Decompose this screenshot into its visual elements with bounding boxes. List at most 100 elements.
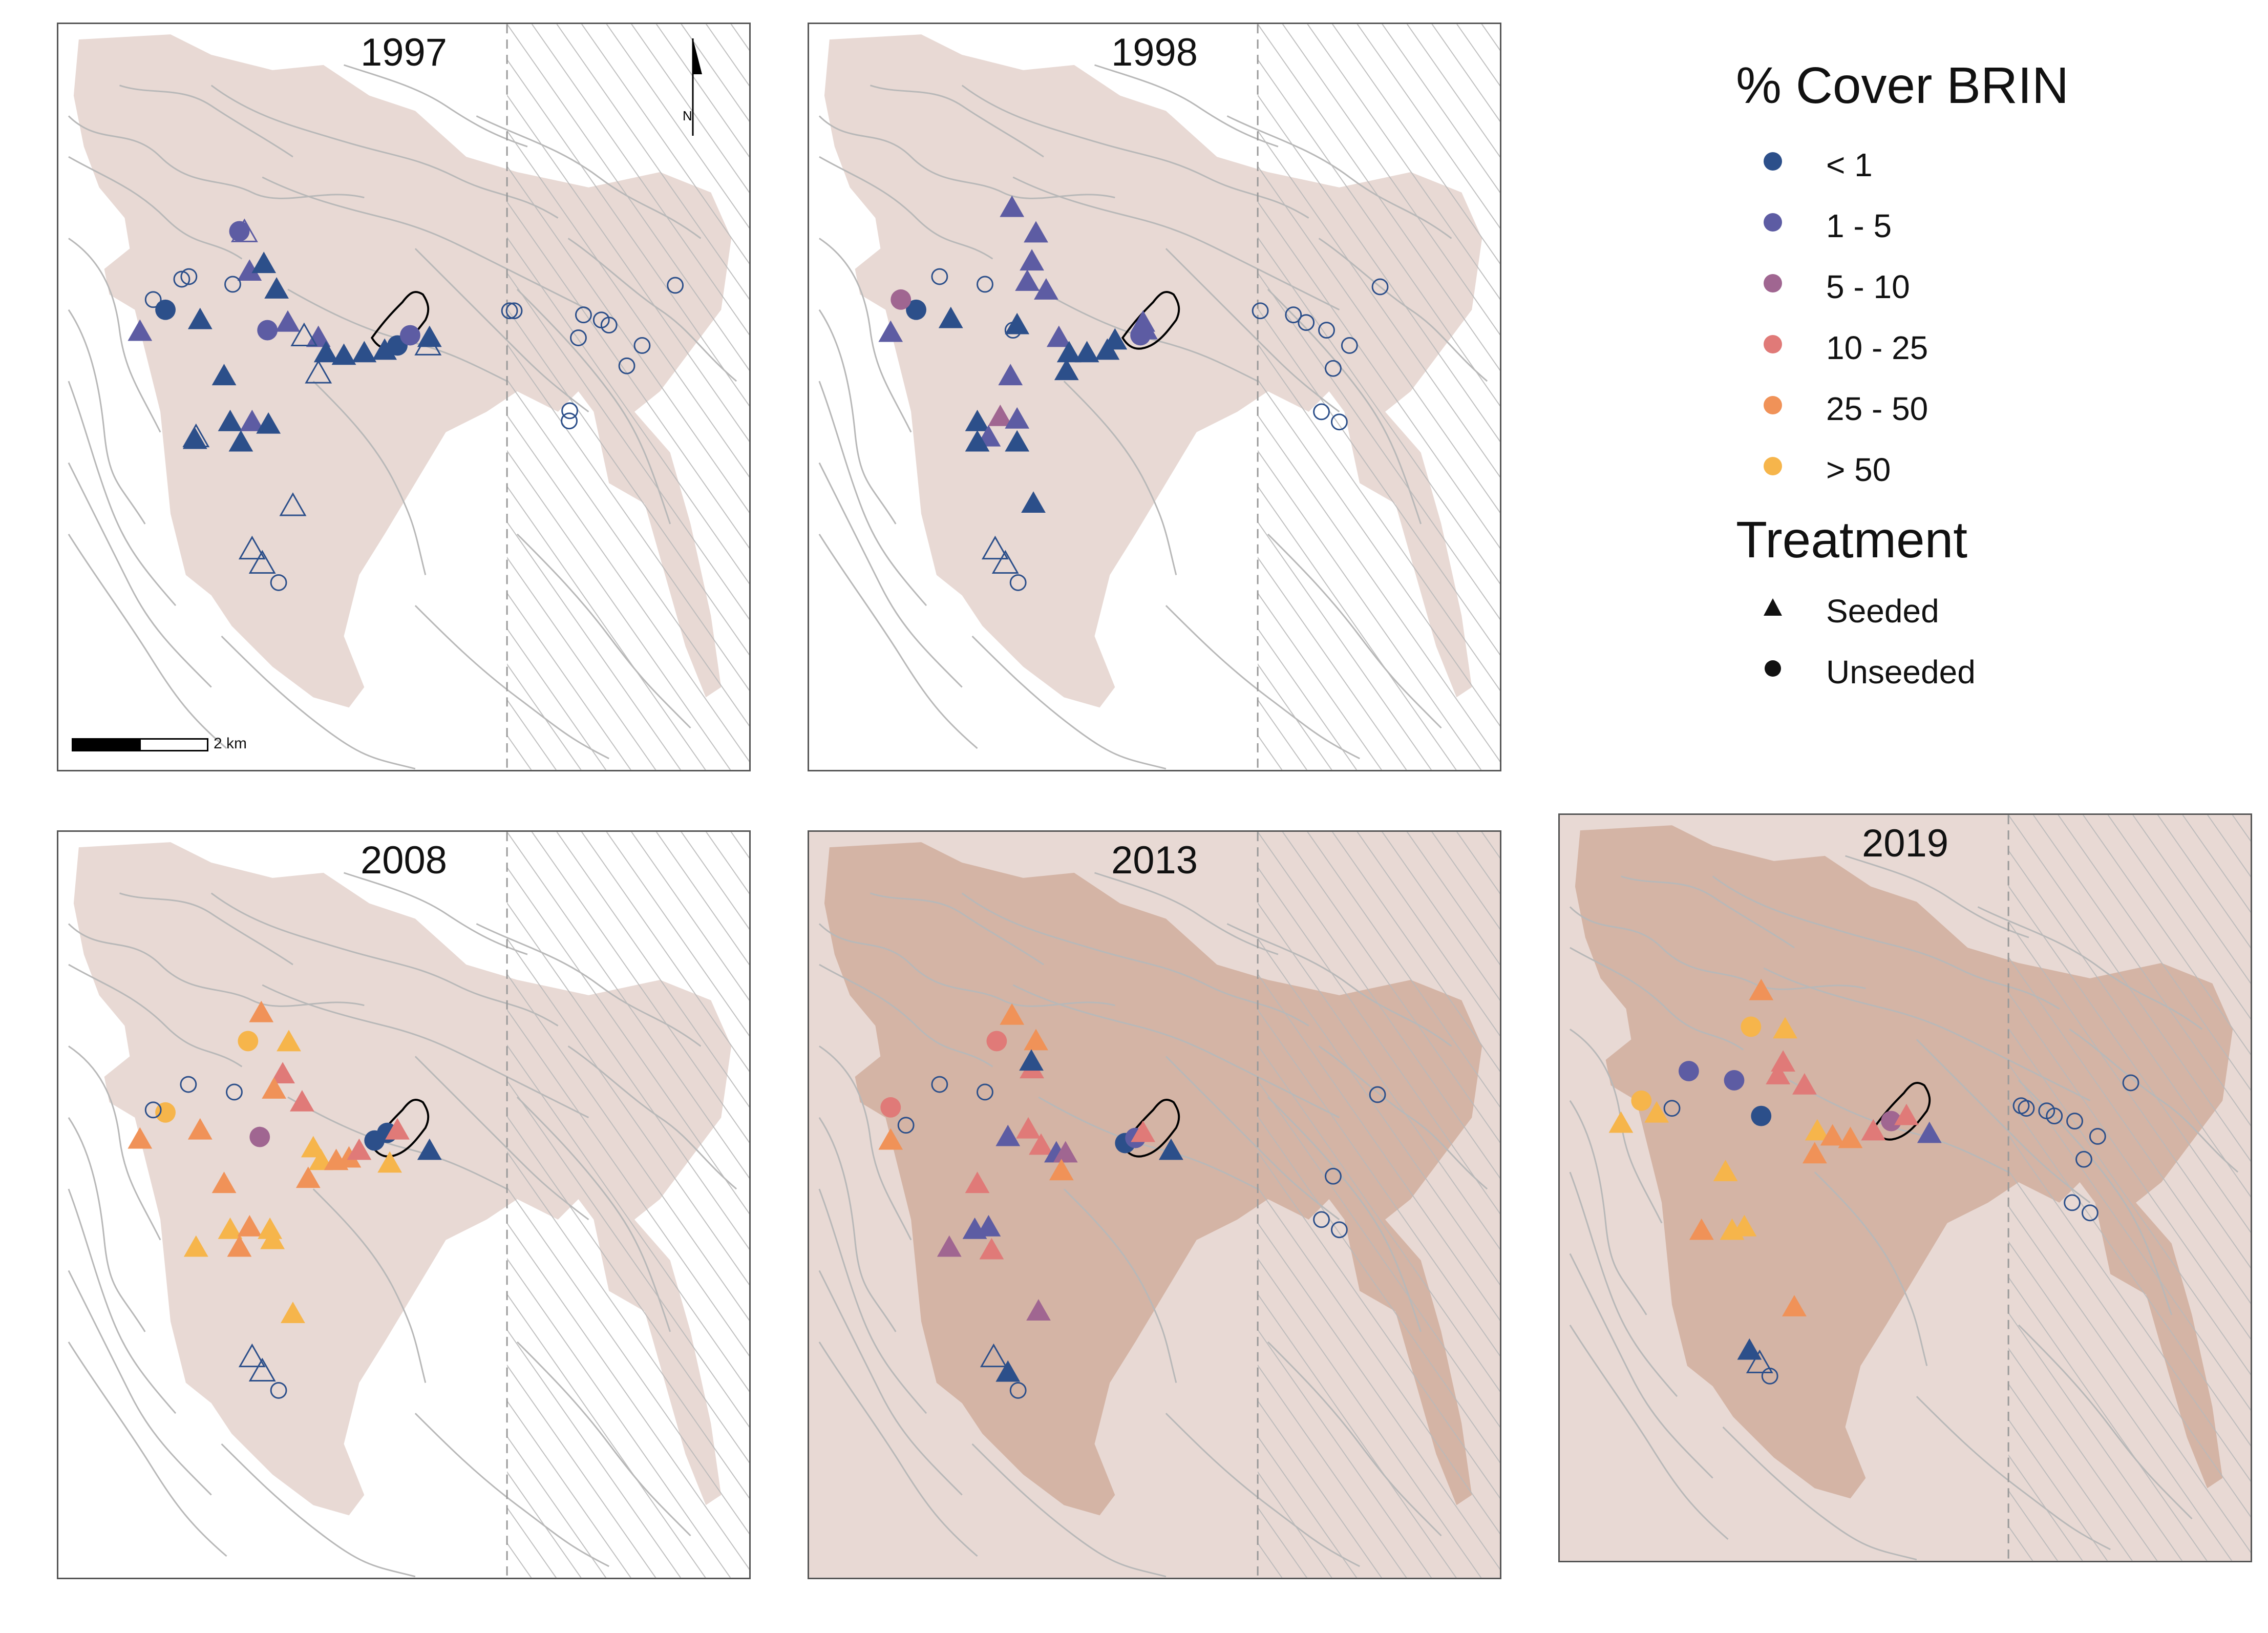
- unseeded-site-marker-no-data: [1298, 314, 1315, 331]
- unseeded-site-marker-no-data: [505, 302, 523, 320]
- unseeded-site-marker-no-data: [1371, 278, 1389, 296]
- seeded-site-marker: [1917, 1121, 1942, 1143]
- seeded-site-marker: [1024, 1029, 1048, 1051]
- seeded-site-marker: [1608, 1111, 1634, 1133]
- legend-cover-label: < 1: [1826, 146, 1873, 183]
- legend-treatment-item: Unseeded: [1736, 637, 2197, 698]
- seeded-site-marker: [281, 1302, 305, 1323]
- seeded-site-marker-no-data: [305, 360, 332, 384]
- seeded-site-marker-no-data: [238, 535, 266, 560]
- watershed-outline: [1872, 1082, 1931, 1141]
- seeded-site-marker: [262, 1077, 287, 1099]
- seeded-site-marker: [249, 1000, 274, 1022]
- site-markers: [128, 1000, 442, 1399]
- map-panel-2013: 2013: [808, 830, 1501, 1579]
- unseeded-site-marker-no-data: [2064, 1194, 2081, 1211]
- unseeded-site-marker-no-data: [1004, 322, 1022, 339]
- unseeded-site-marker-no-data: [224, 276, 241, 293]
- map-panel-2008: 2008: [57, 830, 751, 1579]
- unseeded-site-marker: [257, 320, 278, 341]
- seeded-site-marker: [1782, 1295, 1807, 1316]
- north-arrow-icon: N: [682, 38, 712, 136]
- seeded-site-marker: [1732, 1215, 1757, 1237]
- unseeded-site-marker-no-data: [1009, 1381, 1027, 1399]
- unseeded-site-marker: [238, 1031, 259, 1052]
- seeded-site-marker: [1644, 1101, 1669, 1123]
- seeded-site-marker: [1000, 1003, 1025, 1025]
- unseeded-site-marker-no-data: [1313, 403, 1330, 421]
- seeded-site-marker: [237, 259, 262, 281]
- seeded-site-marker: [187, 1118, 213, 1140]
- seeded-site-marker: [289, 1090, 314, 1112]
- seeded-site-marker: [256, 412, 281, 434]
- seeded-site-marker-no-data: [248, 1357, 276, 1381]
- seeded-site-marker: [1792, 1073, 1817, 1095]
- seeded-site-marker: [937, 1235, 962, 1257]
- seeded-site-marker: [295, 1166, 321, 1188]
- seeded-site-marker: [1019, 1049, 1044, 1071]
- unseeded-site-marker-no-data: [2081, 1204, 2099, 1222]
- seeded-site-marker: [1131, 1120, 1155, 1142]
- seeded-site-marker: [1131, 310, 1155, 332]
- seeded-site-marker: [227, 1235, 252, 1257]
- unseeded-site-marker: [891, 289, 912, 310]
- legend-cover-label: 25 - 50: [1826, 390, 1928, 427]
- seeded-site-marker: [1689, 1218, 1714, 1240]
- unseeded-site-marker-no-data: [270, 574, 287, 591]
- hatched-area: [507, 832, 749, 1578]
- unseeded-site-marker-no-data: [561, 412, 578, 430]
- seeded-site-marker: [1158, 1138, 1183, 1160]
- unseeded-site-marker: [1678, 1061, 1699, 1081]
- legend-cover-item: 1 - 5: [1736, 191, 2197, 252]
- seeded-site-marker-no-data: [182, 423, 210, 448]
- seeded-site-marker: [1005, 407, 1030, 429]
- seeded-site-marker: [308, 1148, 333, 1170]
- panel-year-title: 2013: [1111, 839, 1198, 882]
- seeded-site-marker: [1773, 1017, 1797, 1039]
- unseeded-site-marker-no-data: [1663, 1100, 1681, 1117]
- unseeded-site-marker-no-data: [180, 268, 198, 285]
- unseeded-site-marker: [986, 1031, 1007, 1052]
- seeded-site-marker: [258, 1217, 283, 1239]
- seeded-site-marker: [331, 343, 356, 365]
- seeded-site-marker: [1805, 1119, 1830, 1141]
- seeded-site-marker: [1020, 249, 1044, 271]
- legend-cover-item: 5 - 10: [1736, 252, 2197, 312]
- legend-cover-item: 25 - 50: [1736, 373, 2197, 434]
- seeded-site-marker: [183, 1235, 208, 1257]
- panel-year-title: 2008: [360, 839, 448, 882]
- seeded-site-marker: [347, 1138, 372, 1160]
- unseeded-site-marker: [1881, 1111, 1902, 1132]
- seeded-site-marker: [1034, 278, 1058, 300]
- legend-cover-label: 5 - 10: [1826, 268, 1910, 305]
- map-svg: [809, 832, 1500, 1578]
- unseeded-site-marker: [400, 325, 420, 346]
- unseeded-site-marker: [880, 1097, 901, 1118]
- panel-year-title: 2019: [1861, 822, 1949, 865]
- legend-circle-icon: [1764, 152, 1782, 171]
- legend: % Cover BRIN < 1 1 - 5 5 - 10 10 - 25 25 - 5…: [1736, 56, 2197, 698]
- seeded-site-marker: [1766, 1063, 1790, 1084]
- unseeded-site-marker-no-data: [2046, 1107, 2063, 1125]
- seeded-site-marker: [251, 252, 277, 274]
- seeded-site-marker: [878, 1128, 903, 1150]
- seeded-site-marker: [1056, 341, 1082, 363]
- seeded-site-marker: [270, 1062, 295, 1084]
- unseeded-site-marker-no-data: [977, 1083, 993, 1101]
- seeded-site-marker: [260, 1227, 285, 1249]
- legend-cover-label: 1 - 5: [1826, 207, 1892, 244]
- unseeded-site-marker: [155, 1102, 176, 1123]
- seeded-site-marker: [1016, 1117, 1041, 1139]
- legend-cover-title: % Cover BRIN: [1736, 57, 2069, 114]
- legend-triangle-icon: [1764, 598, 1782, 616]
- seeded-site-marker: [237, 1215, 262, 1237]
- hatched-area: [1258, 24, 1500, 770]
- unseeded-site-marker-no-data: [1252, 302, 1269, 320]
- seeded-site-marker: [228, 430, 253, 452]
- unseeded-site-marker: [155, 299, 176, 320]
- unseeded-site-marker-no-data: [270, 1381, 287, 1399]
- unseeded-site-marker-no-data: [2075, 1150, 2092, 1168]
- seeded-site-marker: [1074, 341, 1099, 363]
- watershed-outline: [1121, 291, 1180, 350]
- scale-bar-segment: [139, 738, 208, 751]
